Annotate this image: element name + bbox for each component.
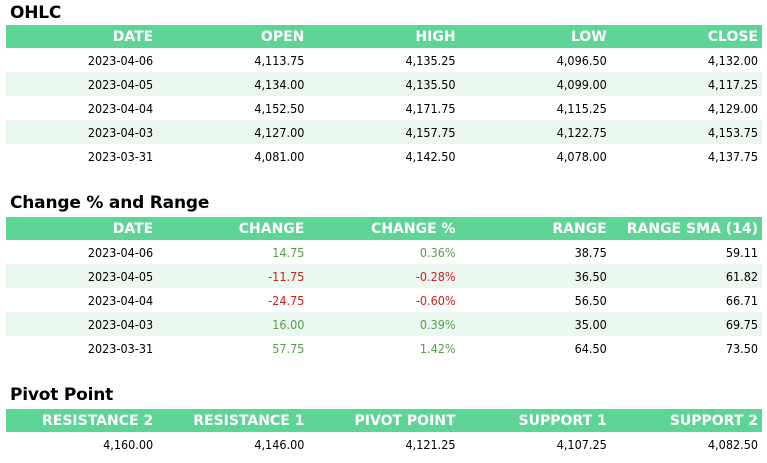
ohlc-cell-date: 2023-03-31 [87,148,154,164]
ohlc-cell-close: 4,137.75 [707,148,758,164]
pivot-cell-resistance-2: 4,160.00 [103,436,154,452]
table-row: 2023-04-03 4,127.00 4,157.75 4,122.75 4,… [6,120,762,144]
change-cell-range: 35.00 [459,312,611,336]
ohlc-header-low: LOW [459,25,611,48]
ohlc-header-open: OPEN [157,25,309,48]
pivot-header-pivot-point: PIVOT POINT [308,409,460,432]
table-row: 2023-03-31 57.75 1.42% 64.50 73.50 [6,336,762,360]
change-cell-change-pct: 0.36% [419,244,456,260]
change-header-range: RANGE [459,217,611,240]
pivot-header-support-1: SUPPORT 1 [459,409,611,432]
change-header-range-sma: RANGE SMA (14) [610,217,762,240]
ohlc-header-row: DATE OPEN HIGH LOW CLOSE [6,25,762,48]
change-header-change-pct: CHANGE % [308,217,460,240]
change-cell-change-pct: -0.28% [308,264,460,288]
table-row: 2023-04-05 -11.75 -0.28% 36.50 61.82 [6,264,762,288]
pivot-header-resistance-1: RESISTANCE 1 [157,409,309,432]
ohlc-header-high: HIGH [308,25,460,48]
ohlc-cell-date: 2023-04-04 [87,100,154,116]
change-cell-date: 2023-04-06 [87,244,154,260]
change-header-change: CHANGE [157,217,309,240]
change-cell-range: 38.75 [574,244,607,260]
ohlc-cell-date: 2023-04-06 [87,52,154,68]
change-cell-date: 2023-04-05 [6,264,158,288]
pivot-header-resistance-2: RESISTANCE 2 [6,409,158,432]
table-row: 2023-04-04 4,152.50 4,171.75 4,115.25 4,… [6,96,762,120]
ohlc-cell-high: 4,135.25 [405,52,456,68]
change-cell-change-pct: -0.60% [415,292,456,308]
ohlc-cell-high: 4,135.50 [308,72,460,96]
change-header-row: DATE CHANGE CHANGE % RANGE RANGE SMA (14… [6,217,762,240]
change-table: DATE CHANGE CHANGE % RANGE RANGE SMA (14… [6,217,762,360]
change-cell-range-sma: 61.82 [610,264,762,288]
change-cell-change: -11.75 [157,264,309,288]
ohlc-cell-date: 2023-04-03 [6,120,158,144]
ohlc-cell-low: 4,099.00 [459,72,611,96]
change-cell-change-pct: 0.39% [308,312,460,336]
pivot-cell-pivot-point: 4,121.25 [405,436,456,452]
change-header-date: DATE [6,217,158,240]
ohlc-cell-close: 4,117.25 [610,72,762,96]
pivot-header-support-2: SUPPORT 2 [610,409,762,432]
table-row: 2023-04-06 4,113.75 4,135.25 4,096.50 4,… [6,48,762,72]
ohlc-cell-low: 4,078.00 [556,148,607,164]
change-cell-range-sma: 69.75 [610,312,762,336]
change-cell-range: 36.50 [459,264,611,288]
change-cell-range-sma: 73.50 [725,340,758,356]
table-row: 2023-04-03 16.00 0.39% 35.00 69.75 [6,312,762,336]
change-cell-change: 14.75 [272,244,305,260]
ohlc-cell-high: 4,157.75 [308,120,460,144]
change-cell-change: -24.75 [268,292,305,308]
change-cell-range: 56.50 [574,292,607,308]
ohlc-cell-high: 4,171.75 [405,100,456,116]
change-cell-change: 57.75 [272,340,305,356]
ohlc-cell-open: 4,113.75 [254,52,305,68]
change-cell-range: 64.50 [574,340,607,356]
pivot-cell-support-1: 4,107.25 [556,436,607,452]
ohlc-cell-low: 4,096.50 [556,52,607,68]
pivot-cell-resistance-1: 4,146.00 [254,436,305,452]
ohlc-cell-low: 4,115.25 [556,100,607,116]
ohlc-cell-open: 4,081.00 [254,148,305,164]
ohlc-cell-close: 4,153.75 [610,120,762,144]
change-title: Change % and Range [10,193,210,213]
ohlc-title: OHLC [10,3,62,23]
pivot-title: Pivot Point [10,385,114,405]
table-row: 2023-03-31 4,081.00 4,142.50 4,078.00 4,… [6,144,762,168]
table-row: 2023-04-06 14.75 0.36% 38.75 59.11 [6,240,762,264]
pivot-table: RESISTANCE 2 RESISTANCE 1 PIVOT POINT SU… [6,409,762,456]
table-row: 4,160.00 4,146.00 4,121.25 4,107.25 4,08… [6,432,762,456]
ohlc-cell-low: 4,122.75 [459,120,611,144]
change-cell-date: 2023-04-04 [87,292,154,308]
change-cell-change: 16.00 [157,312,309,336]
change-cell-range-sma: 59.11 [725,244,758,260]
table-row: 2023-04-04 -24.75 -0.60% 56.50 66.71 [6,288,762,312]
ohlc-header-close: CLOSE [610,25,762,48]
table-row: 2023-04-05 4,134.00 4,135.50 4,099.00 4,… [6,72,762,96]
ohlc-cell-close: 4,132.00 [707,52,758,68]
ohlc-cell-close: 4,129.00 [707,100,758,116]
ohlc-table: DATE OPEN HIGH LOW CLOSE 2023-04-06 4,11… [6,25,762,168]
ohlc-cell-open: 4,134.00 [157,72,309,96]
change-cell-change-pct: 1.42% [419,340,456,356]
pivot-cell-support-2: 4,082.50 [707,436,758,452]
ohlc-cell-open: 4,152.50 [254,100,305,116]
pivot-header-row: RESISTANCE 2 RESISTANCE 1 PIVOT POINT SU… [6,409,762,432]
change-cell-date: 2023-03-31 [87,340,154,356]
ohlc-cell-high: 4,142.50 [405,148,456,164]
change-cell-date: 2023-04-03 [6,312,158,336]
ohlc-cell-date: 2023-04-05 [6,72,158,96]
change-cell-range-sma: 66.71 [725,292,758,308]
ohlc-header-date: DATE [6,25,158,48]
ohlc-cell-open: 4,127.00 [157,120,309,144]
